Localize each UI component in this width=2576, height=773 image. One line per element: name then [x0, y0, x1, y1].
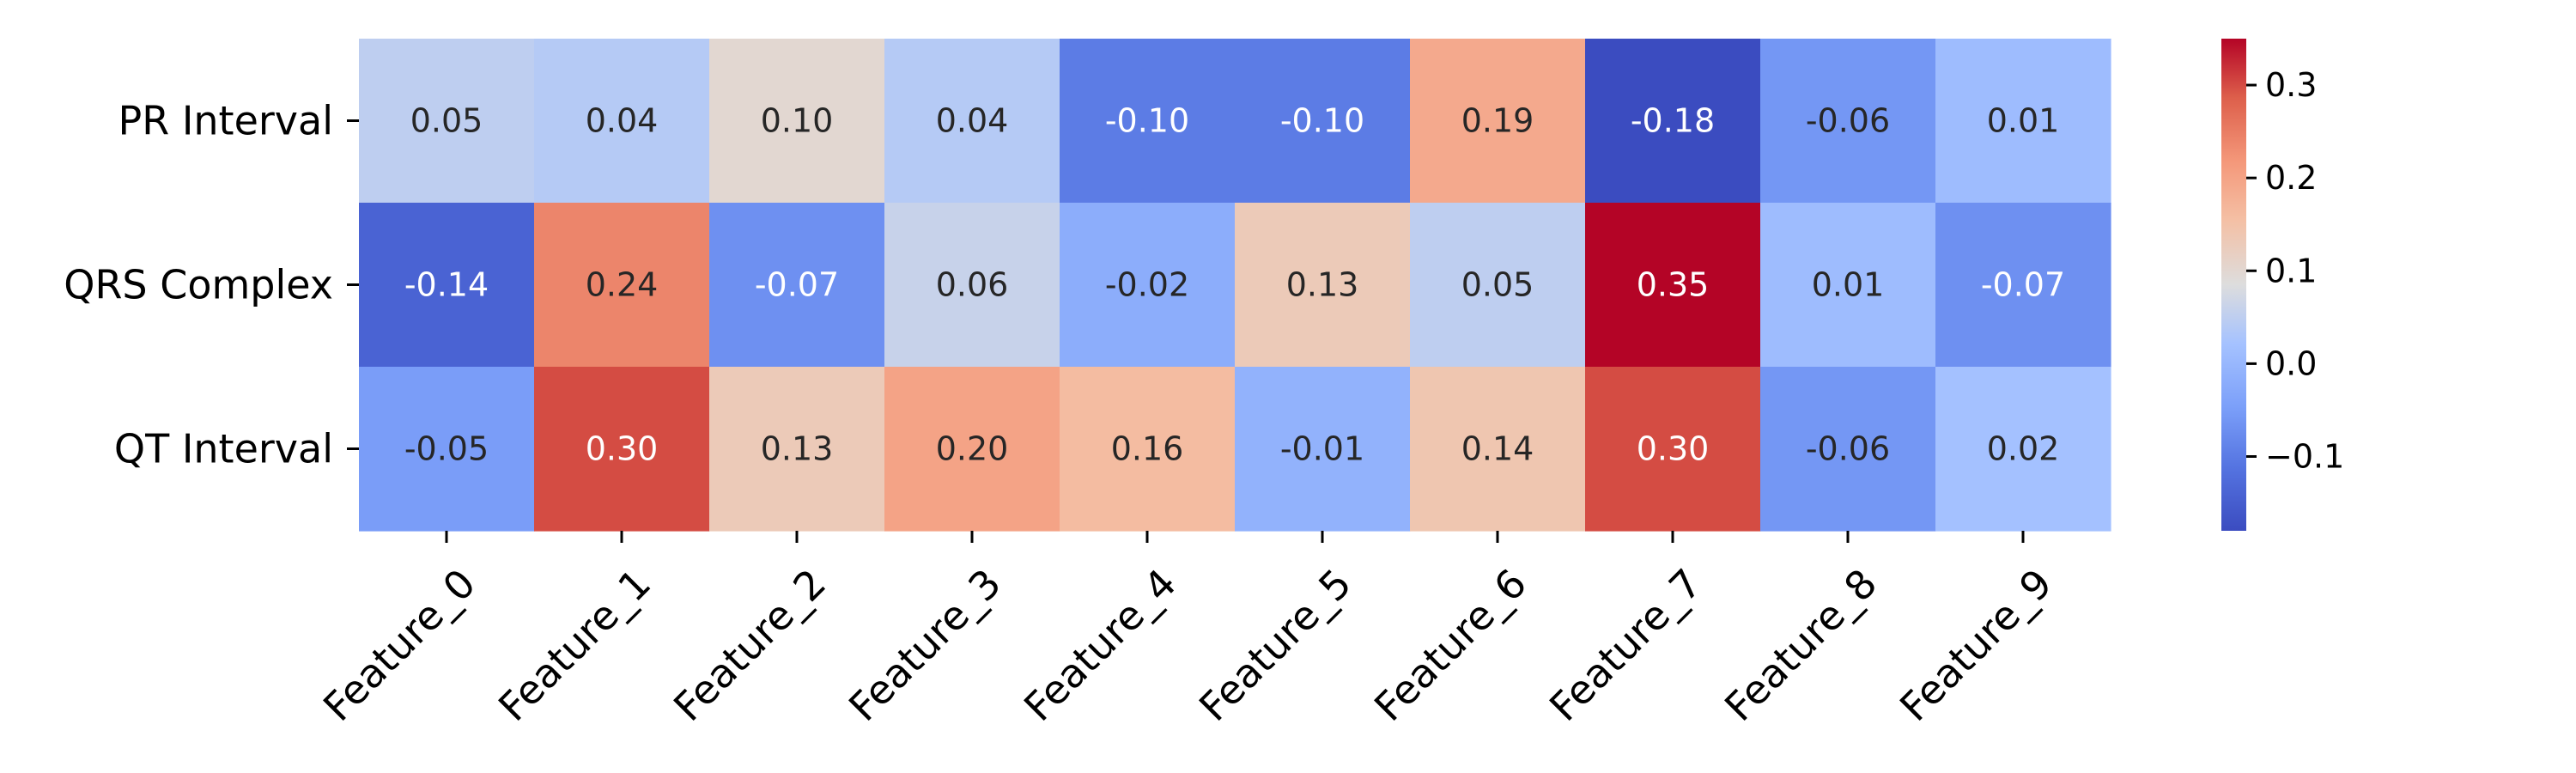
cell-value-label: 0.13 — [1286, 266, 1359, 304]
heatmap-cell-labels: 0.05 0.04 0.10 0.04 -0.10 -0.10 0.19 -0.18 -0.06… — [404, 102, 2065, 468]
column-label: Feature_8 — [1716, 560, 1886, 730]
heatmap-cell — [709, 203, 885, 368]
cell-value-label: 0.20 — [936, 430, 1009, 468]
cell-value-label: 0.06 — [936, 266, 1009, 304]
cell-value-label: 0.01 — [1812, 266, 1885, 304]
heatmap-cell — [1935, 203, 2111, 368]
cell-value-label: -0.02 — [1105, 266, 1189, 304]
heatmap-cell — [884, 367, 1060, 532]
colorbar-tick-label: 0.3 — [2265, 66, 2317, 104]
colorbar-tick-label: 0.1 — [2265, 252, 2317, 289]
cell-value-label: -0.07 — [1981, 266, 2065, 304]
cell-value-label: 0.16 — [1111, 430, 1184, 468]
heatmap-cell — [1235, 203, 1411, 368]
cell-value-label: 0.01 — [1987, 102, 2060, 140]
cell-value-label: -0.06 — [1806, 102, 1890, 140]
column-label: Feature_5 — [1190, 560, 1360, 730]
colorbar-tick-label: −0.1 — [2265, 438, 2344, 476]
cell-value-label: 0.14 — [1461, 430, 1534, 468]
column-label: Feature_7 — [1540, 560, 1710, 730]
heatmap-cell — [1060, 39, 1236, 204]
heatmap-cell — [1585, 203, 1761, 368]
cell-value-label: 0.13 — [761, 430, 834, 468]
cell-value-label: 0.04 — [586, 102, 659, 140]
cell-value-label: 0.30 — [586, 430, 659, 468]
row-axis: PR Interval QRS Complex QT Interval — [64, 98, 359, 472]
heatmap-cell — [884, 39, 1060, 204]
row-label: PR Interval — [118, 98, 333, 144]
cell-value-label: 0.30 — [1637, 430, 1710, 468]
heatmap-cell — [534, 203, 710, 368]
column-label: Feature_1 — [489, 560, 659, 730]
heatmap-cell — [1235, 39, 1411, 204]
cell-value-label: -0.10 — [1280, 102, 1364, 140]
column-label: Feature_3 — [840, 560, 1010, 730]
column-label: Feature_9 — [1891, 560, 2061, 730]
heatmap-cell — [359, 39, 535, 204]
colorbar-tick-label: 0.0 — [2265, 344, 2317, 382]
colorbar-gradient — [2221, 39, 2246, 531]
heatmap-cell — [534, 39, 710, 204]
cell-value-label: 0.05 — [1461, 266, 1534, 304]
heatmap-cell — [1760, 39, 1936, 204]
heatmap-cell — [1760, 367, 1936, 532]
heatmap-cell — [1410, 203, 1586, 368]
cell-value-label: -0.01 — [1280, 430, 1364, 468]
cell-value-label: -0.10 — [1105, 102, 1189, 140]
row-label: QRS Complex — [64, 262, 333, 308]
cell-value-label: 0.35 — [1637, 266, 1710, 304]
cell-value-label: 0.05 — [410, 102, 483, 140]
heatmap-cell — [1585, 367, 1761, 532]
cell-value-label: 0.02 — [1987, 430, 2060, 468]
heatmap-cell — [1060, 203, 1236, 368]
cell-value-label: -0.05 — [404, 430, 489, 468]
cell-value-label: -0.07 — [755, 266, 839, 304]
cell-value-label: -0.06 — [1806, 430, 1890, 468]
cell-value-label: -0.14 — [404, 266, 489, 304]
heatmap-cell — [359, 203, 535, 368]
heatmap-cell — [1235, 367, 1411, 532]
heatmap-cell — [884, 203, 1060, 368]
cell-value-label: -0.18 — [1631, 102, 1715, 140]
heatmap-cell — [359, 367, 535, 532]
heatmap-cell — [1935, 39, 2111, 204]
column-label: Feature_4 — [1015, 560, 1185, 730]
heatmap-cell — [1935, 367, 2111, 532]
colorbar: −0.1 0.0 0.1 0.2 0.3 — [2221, 39, 2344, 531]
heatmap-cell — [534, 367, 710, 532]
cell-value-label: 0.04 — [936, 102, 1009, 140]
heatmap-cell — [1585, 39, 1761, 204]
heatmap-cell — [709, 367, 885, 532]
column-axis: Feature_0 Feature_1 Feature_2 Feature_3 Feat… — [314, 531, 2061, 730]
colorbar-tick-label: 0.2 — [2265, 159, 2317, 197]
heatmap-cell — [1060, 367, 1236, 532]
heatmap-cell — [709, 39, 885, 204]
heatmap-cell — [1410, 39, 1586, 204]
column-label: Feature_6 — [1365, 560, 1535, 730]
cell-value-label: 0.10 — [761, 102, 834, 140]
heatmap-cells — [359, 39, 2111, 532]
cell-value-label: 0.24 — [586, 266, 659, 304]
row-label: QT Interval — [114, 426, 333, 472]
heatmap-cell — [1410, 367, 1586, 532]
cell-value-label: 0.19 — [1461, 102, 1534, 140]
column-label: Feature_0 — [314, 560, 484, 730]
heatmap-cell — [1760, 203, 1936, 368]
column-label: Feature_2 — [665, 560, 835, 730]
